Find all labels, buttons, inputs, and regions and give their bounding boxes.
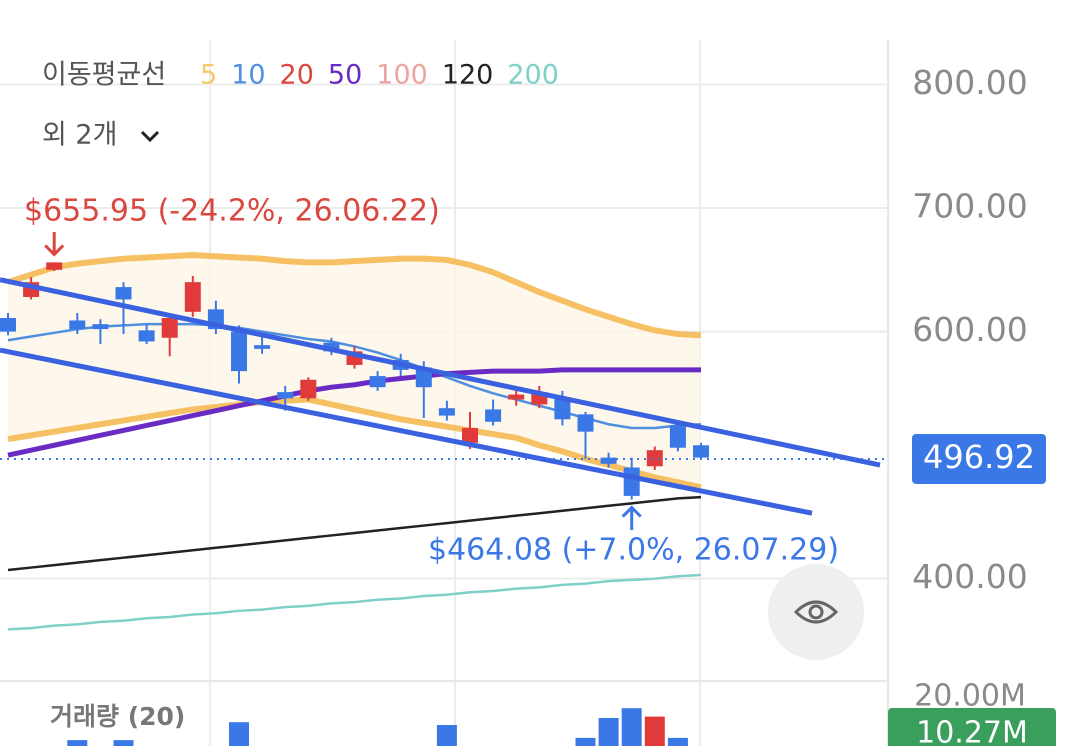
trendline xyxy=(0,347,813,516)
candle-body xyxy=(92,324,109,330)
legend-more[interactable]: 외 2개 xyxy=(42,120,117,151)
candle-body xyxy=(184,282,201,312)
legend-item: 10 xyxy=(231,60,265,91)
volume-last-box xyxy=(888,708,1056,746)
legend-item: 20 xyxy=(280,60,314,91)
chevron[interactable] xyxy=(140,130,160,143)
candle-body xyxy=(254,345,271,349)
y-tick-label: 600.00 xyxy=(912,310,1027,349)
candle-body xyxy=(277,392,294,399)
volume-bar xyxy=(667,737,688,746)
candle-body xyxy=(46,262,63,270)
y-tick-label: 700.00 xyxy=(912,187,1027,226)
candle-body xyxy=(623,467,640,496)
annotation-arrow xyxy=(44,232,65,257)
candle-body xyxy=(69,320,86,330)
legend: 이동평균선 외 2개 xyxy=(42,60,166,151)
volume-bar xyxy=(598,718,619,746)
volume-bar xyxy=(67,740,88,746)
annotation-arrow xyxy=(621,505,642,530)
volume-top-label: 20.00M xyxy=(914,679,1026,714)
band-fill xyxy=(8,254,701,488)
candle-body xyxy=(415,367,432,388)
legend-item: 120 xyxy=(442,60,494,91)
candle-body xyxy=(646,450,663,467)
ma-line xyxy=(7,495,702,572)
volume-bar xyxy=(113,740,134,746)
last-price-label: 496.92 xyxy=(923,438,1035,476)
candle-body xyxy=(161,317,178,338)
annotation: $464.08 (+7.0%, 26.07.29) xyxy=(428,533,839,568)
eye-icon[interactable] xyxy=(793,600,839,624)
candle-body xyxy=(462,427,478,443)
last-price-box xyxy=(912,433,1046,484)
candle-body xyxy=(138,330,155,342)
legend-item: 100 xyxy=(376,60,428,91)
legend-item: 5 xyxy=(200,60,217,91)
candle-body xyxy=(231,331,247,372)
ma-line xyxy=(7,573,702,631)
ma-line xyxy=(7,396,702,491)
candle-body xyxy=(600,457,617,464)
candle-body xyxy=(577,414,594,432)
legend-title: 이동평균선 xyxy=(42,60,166,91)
candle-body xyxy=(693,445,709,458)
volume-bar xyxy=(575,737,596,746)
ma-line xyxy=(7,251,702,339)
y-tick-label: 400.00 xyxy=(912,557,1027,596)
y-tick-label: 800.00 xyxy=(912,63,1027,102)
volume-bar xyxy=(229,722,249,746)
candle-body xyxy=(554,398,571,420)
candle-body xyxy=(115,287,132,300)
volume-bar xyxy=(436,725,457,746)
candle-body xyxy=(669,425,686,448)
volume-title: 거래량 (20) xyxy=(50,702,185,731)
eye-pupil[interactable] xyxy=(808,604,824,620)
visibility-button[interactable] xyxy=(768,564,864,660)
candle-body xyxy=(485,409,502,422)
candle-body xyxy=(369,376,386,388)
annotation: $655.95 (-24.2%, 26.06.22) xyxy=(24,194,440,229)
legend-item: 50 xyxy=(328,60,362,91)
candle-body xyxy=(300,379,317,399)
candle-body xyxy=(438,408,455,416)
candle-body xyxy=(508,394,525,400)
trendline xyxy=(0,277,881,468)
legend-item: 200 xyxy=(507,60,559,91)
volume-bar xyxy=(621,708,642,746)
candle-body xyxy=(0,317,16,332)
volume-last-label: 10.27M xyxy=(916,716,1028,746)
ma-line xyxy=(7,367,701,458)
volume-bar xyxy=(644,716,665,746)
